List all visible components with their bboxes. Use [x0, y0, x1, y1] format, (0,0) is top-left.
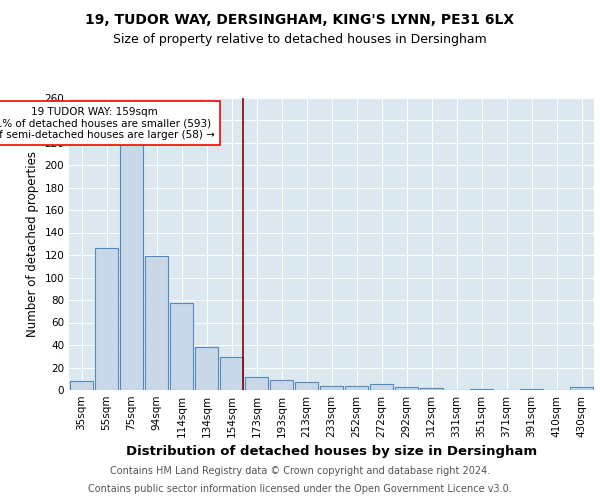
Bar	[119, 114, 143, 390]
Bar	[295, 382, 319, 390]
Bar	[470, 389, 493, 390]
Bar	[520, 389, 544, 390]
Text: Contains HM Land Registry data © Crown copyright and database right 2024.: Contains HM Land Registry data © Crown c…	[110, 466, 490, 476]
Y-axis label: Number of detached properties: Number of detached properties	[26, 151, 39, 337]
Bar	[170, 304, 193, 390]
Bar	[344, 386, 368, 390]
Bar	[145, 256, 169, 390]
Bar	[269, 380, 293, 390]
Bar	[194, 347, 218, 390]
Text: 19 TUDOR WAY: 159sqm
← 91% of detached houses are smaller (593)
9% of semi-detac: 19 TUDOR WAY: 159sqm ← 91% of detached h…	[0, 106, 215, 140]
Text: Contains public sector information licensed under the Open Government Licence v3: Contains public sector information licen…	[88, 484, 512, 494]
Bar	[569, 386, 593, 390]
Text: Size of property relative to detached houses in Dersingham: Size of property relative to detached ho…	[113, 32, 487, 46]
Bar	[320, 386, 343, 390]
Text: 19, TUDOR WAY, DERSINGHAM, KING'S LYNN, PE31 6LX: 19, TUDOR WAY, DERSINGHAM, KING'S LYNN, …	[85, 12, 515, 26]
Bar	[370, 384, 394, 390]
Bar	[70, 381, 94, 390]
Bar	[419, 388, 443, 390]
Bar	[95, 248, 118, 390]
Bar	[220, 358, 244, 390]
Bar	[245, 376, 268, 390]
Bar	[395, 386, 418, 390]
X-axis label: Distribution of detached houses by size in Dersingham: Distribution of detached houses by size …	[126, 446, 537, 458]
